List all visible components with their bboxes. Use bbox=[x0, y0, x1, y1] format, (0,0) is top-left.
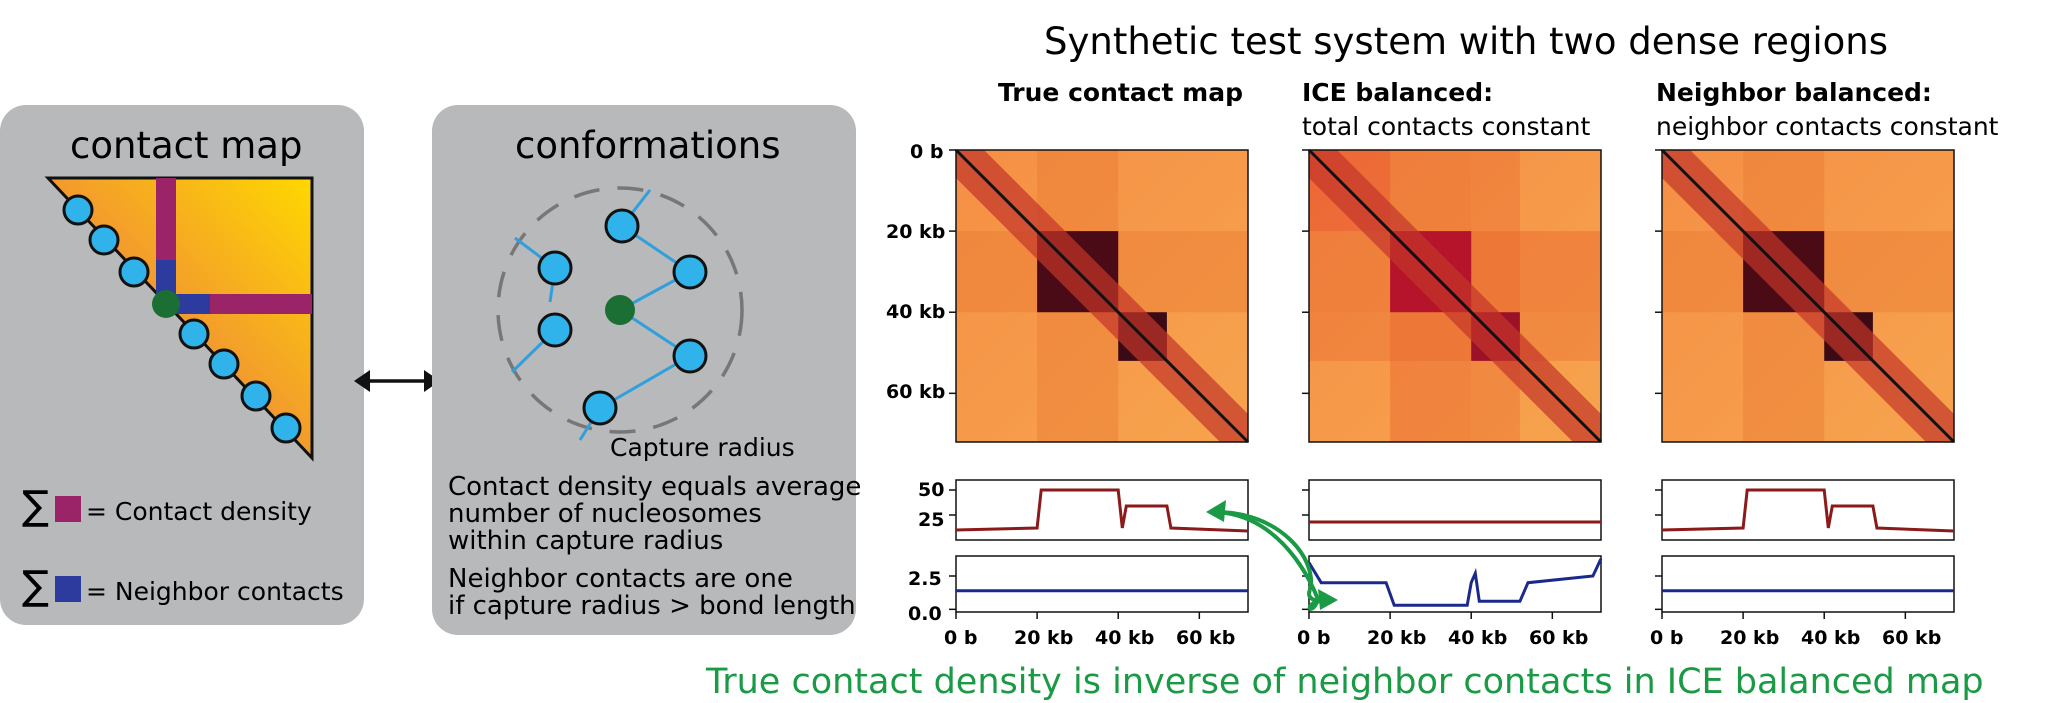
diagonal-line bbox=[1307, 148, 1603, 444]
bottom-caption: True contact density is inverse of neigh… bbox=[706, 662, 1984, 702]
x-tick: 60 kb bbox=[1176, 627, 1236, 649]
conformations-title: conformations bbox=[515, 124, 781, 167]
diagonal-line bbox=[954, 148, 1250, 444]
green-curved-arrow-icon bbox=[1206, 500, 1338, 611]
contact-density-text-line1: Contact density equals average bbox=[448, 472, 862, 502]
x-tick: 40 kb bbox=[1448, 627, 1508, 649]
heatmap-title-neighbor: Neighbor balanced: bbox=[1656, 78, 1932, 107]
sum-symbol: ∑ bbox=[22, 483, 49, 529]
neighbor-row-stripe bbox=[176, 294, 210, 314]
heatmap-title-ice: ICE balanced: bbox=[1302, 78, 1494, 107]
diagonal-beads bbox=[62, 194, 302, 444]
y-tick: 40 kb bbox=[886, 301, 946, 323]
neighbor-legend-label: = Neighbor contacts bbox=[86, 577, 344, 606]
conformations-panel-bg bbox=[432, 105, 856, 635]
x-tick: 60 kb bbox=[1529, 627, 1589, 649]
neighbor-column-stripe bbox=[156, 260, 176, 294]
x-tick: 20 kb bbox=[1014, 627, 1074, 649]
y-tick: 20 kb bbox=[886, 221, 946, 243]
sum-symbol: ∑ bbox=[22, 563, 49, 609]
heatmap-true bbox=[949, 148, 1250, 444]
neighbor-plot-frame bbox=[1661, 555, 1955, 613]
diagonal-bead bbox=[62, 194, 94, 226]
diagonal-bead bbox=[88, 224, 120, 256]
x-tick: 20 kb bbox=[1720, 627, 1780, 649]
heatmap-ice bbox=[1302, 148, 1603, 444]
x-tick: 40 kb bbox=[1801, 627, 1861, 649]
contact-density-text-line3: within capture radius bbox=[448, 526, 724, 556]
x-tick: 0 b bbox=[944, 627, 978, 649]
nucleosome-bead bbox=[672, 254, 708, 290]
density-series-line bbox=[1661, 488, 1955, 533]
heatmap-frame bbox=[1661, 149, 1955, 443]
nucleosome-beads bbox=[537, 208, 708, 426]
diagonal-bead bbox=[270, 412, 302, 444]
density-series-line bbox=[955, 488, 1249, 533]
x-tick: 0 b bbox=[1297, 627, 1331, 649]
nucleosome-bead bbox=[672, 338, 708, 374]
nucleosome-bead bbox=[537, 250, 573, 286]
x-tick: 40 kb bbox=[1095, 627, 1155, 649]
figure-title: Synthetic test system with two dense reg… bbox=[1044, 20, 1889, 63]
contact-map-panel bbox=[0, 105, 364, 625]
contact-map-title: contact map bbox=[70, 124, 303, 167]
neighbor-series-line bbox=[1307, 558, 1603, 607]
diagonal-bead bbox=[118, 256, 150, 288]
x-tick: 20 kb bbox=[1367, 627, 1427, 649]
heatmap-frame bbox=[955, 149, 1249, 443]
heatmap-title-true: True contact map bbox=[998, 78, 1243, 107]
density-plot-frame bbox=[1308, 479, 1602, 541]
heatmap-neighbor bbox=[1655, 148, 1956, 444]
density-swatch bbox=[55, 496, 81, 522]
conformations-panel bbox=[432, 105, 856, 635]
neighbor-swatch bbox=[55, 576, 81, 602]
neighbor-tick: 0.0 bbox=[908, 603, 942, 625]
density-tick: 25 bbox=[918, 509, 945, 531]
nucleosome-bead bbox=[582, 390, 618, 426]
neighbor-plot-frame bbox=[955, 555, 1249, 613]
center-bead bbox=[152, 290, 180, 318]
line-plots bbox=[949, 479, 1955, 619]
y-tick: 0 b bbox=[910, 141, 944, 163]
x-tick: 0 b bbox=[1650, 627, 1684, 649]
nucleosome-bead bbox=[537, 312, 573, 348]
neighbor-tick: 2.5 bbox=[908, 568, 942, 590]
y-tick: 60 kb bbox=[886, 381, 946, 403]
heatmap-subtitle-ice: total contacts constant bbox=[1302, 112, 1591, 141]
diagonal-bead bbox=[208, 348, 240, 380]
capture-radius-circle bbox=[496, 186, 744, 434]
neighbor-plot-ice bbox=[1302, 555, 1603, 619]
neighbor-plot-neighbor bbox=[1655, 555, 1955, 619]
diagonal-line bbox=[1660, 148, 1956, 444]
density-plot-true bbox=[949, 479, 1249, 541]
capture-radius-label: Capture radius bbox=[610, 433, 795, 462]
neighbor-plot-true bbox=[949, 555, 1249, 619]
heatmap-frame bbox=[1308, 149, 1602, 443]
central-nucleosome bbox=[605, 295, 635, 325]
density-legend-label: = Contact density bbox=[86, 497, 312, 526]
heatmap-subtitle-neighbor: neighbor contacts constant bbox=[1656, 112, 1999, 141]
x-tick: 60 kb bbox=[1882, 627, 1942, 649]
heatmaps bbox=[949, 148, 1956, 444]
density-plot-neighbor bbox=[1655, 479, 1955, 541]
diagonal-bead bbox=[240, 380, 272, 412]
double-arrow-icon bbox=[354, 370, 440, 392]
nucleosome-bead bbox=[604, 208, 640, 244]
neighbor-text-line1: Neighbor contacts are one bbox=[448, 564, 793, 594]
density-tick: 50 bbox=[918, 479, 945, 501]
neighbor-text-line2: if capture radius > bond length bbox=[448, 591, 856, 621]
density-plot-ice bbox=[1302, 479, 1602, 541]
contact-density-text-line2: number of nucleosomes bbox=[448, 499, 762, 529]
diagonal-bead bbox=[178, 318, 210, 350]
